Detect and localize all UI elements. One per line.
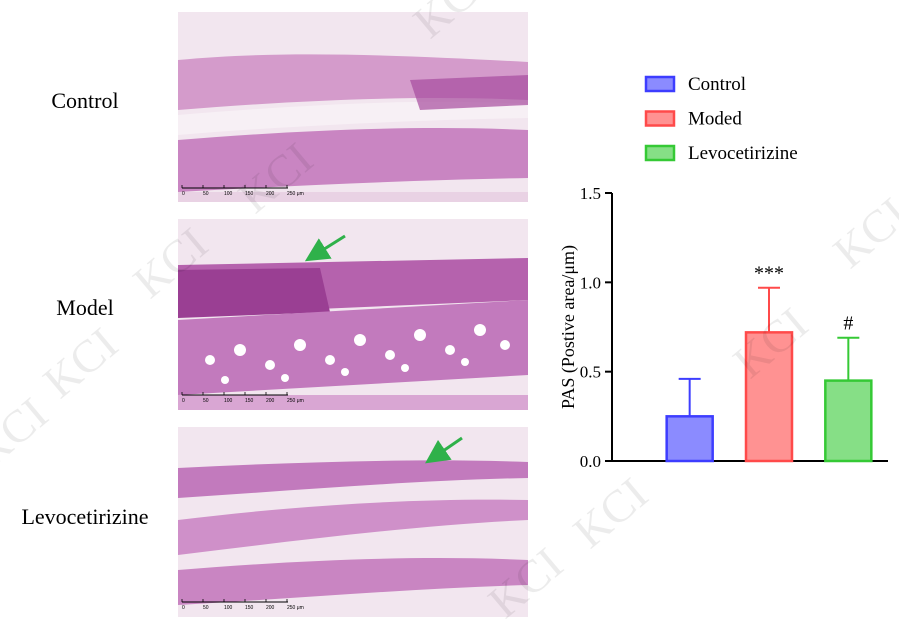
scale-label: 100 [224,605,233,611]
scale-label: 0 [182,605,185,611]
watermark: KCI [724,298,817,388]
micrograph [178,427,528,617]
bar [744,331,794,463]
y-tick-label: 0.0 [580,452,601,471]
scale-label: 50 [203,605,209,611]
scale-label: 150 [245,398,254,404]
y-tick-label: 1.5 [580,184,601,203]
bar [824,379,873,463]
bar [665,415,714,463]
micrograph [178,12,528,202]
legend-swatch [644,75,676,93]
legend-label: Levocetirizine [688,143,798,164]
micrograph [178,219,528,410]
scale-label: 250 μm [287,191,304,197]
scale-label: 200 [266,605,275,611]
watermark: KCI [0,388,57,478]
scale-label: 250 μm [287,605,304,611]
scale-label: 200 [266,398,275,404]
y-axis-label: PAS (Postive area/μm) [558,245,579,409]
scale-label: 250 μm [287,398,304,404]
scale-label: 200 [266,191,275,197]
scale-label: 0 [182,191,185,197]
scale-label: 100 [224,191,233,197]
scale-label: 150 [245,605,254,611]
watermark: KCI [564,468,657,558]
scale-label: 100 [224,398,233,404]
panel-label: Model [56,295,113,320]
watermark: KCI [824,188,899,278]
panel-label: Levocetirizine [21,504,148,529]
chart: 0.0 0.5 1.0 1.5 PAS (Postive area/μm) Control… [558,74,888,471]
legend-swatch [644,110,676,127]
legend-label: Moded [688,109,742,130]
watermark: KCI [34,318,127,408]
legend-swatch [644,144,676,162]
scale-label: 50 [203,398,209,404]
y-tick-label: 0.5 [580,363,601,382]
y-tick-label: 1.0 [580,273,601,292]
significance-label: *** [754,263,784,285]
scale-label: 150 [245,191,254,197]
scale-label: 0 [182,398,185,404]
legend-label: Control [688,74,746,95]
scale-label: 50 [203,191,209,197]
scale-bars: 0 50 100 150 200 250 μm 0 50 100 150 200 250 μm 0 50 1… [181,185,304,611]
significance-label: # [843,313,853,335]
panel-label: Control [51,88,118,113]
